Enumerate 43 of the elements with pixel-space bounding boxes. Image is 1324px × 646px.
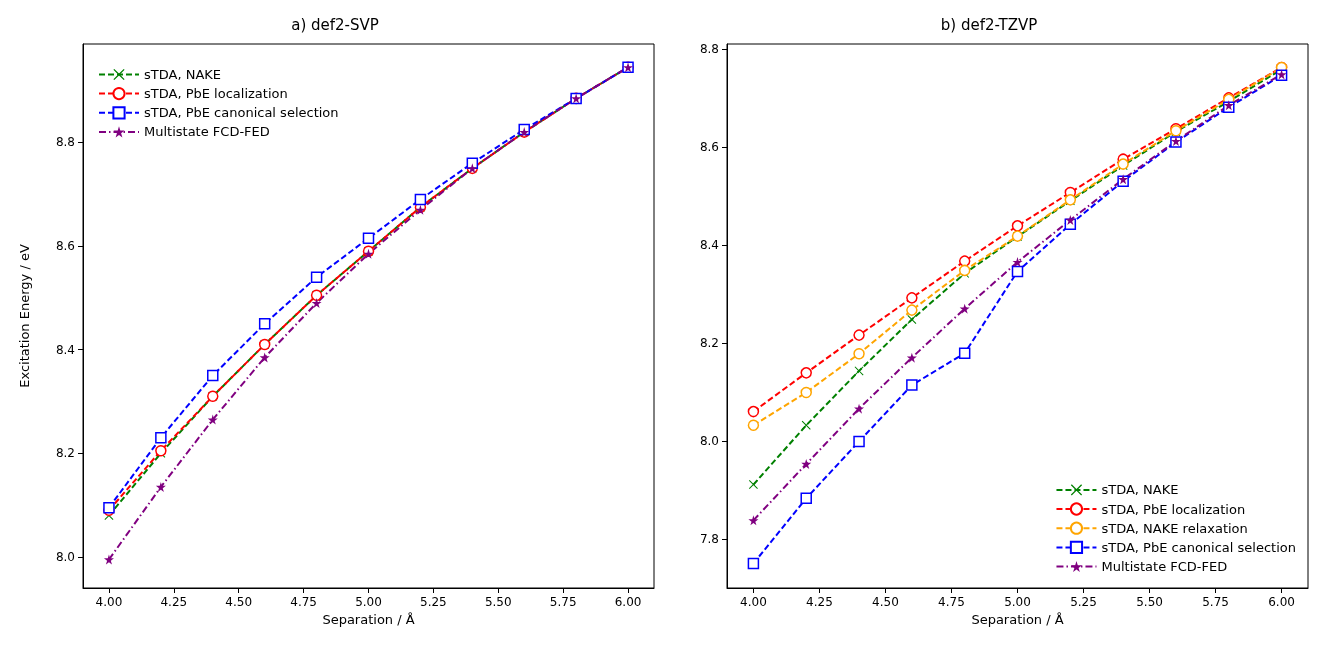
y-tick-label: 8.6 <box>699 139 719 154</box>
y-tick-label: 8.4 <box>55 342 75 357</box>
x-tick-label: 5.25 <box>420 595 447 609</box>
legend-label: sTDA, NAKE <box>1101 482 1179 498</box>
x-tick-label: 4.25 <box>160 595 188 609</box>
y-tick-label: 8.0 <box>699 433 719 448</box>
y-tick-label: 7.8 <box>699 531 719 546</box>
legend-label: sTDA, NAKE relaxation <box>1101 520 1248 536</box>
legend-label: sTDA, PbE canonical selection <box>1101 539 1297 555</box>
x-tick-label: 5.50 <box>484 595 512 609</box>
y-tick-label: 8.2 <box>699 335 719 350</box>
x-tick-label: 4.00 <box>740 595 767 609</box>
x-tick-label: 5.25 <box>1070 595 1097 609</box>
x-tick-label: 5.75 <box>1202 595 1229 609</box>
y-tick-label: 8.8 <box>699 41 719 56</box>
x-tick-label: 6.00 <box>1268 595 1295 609</box>
chart-title: b) def2-TZVP <box>940 15 1038 34</box>
x-tick-label: 5.50 <box>1136 595 1163 609</box>
x-tick-label: 4.00 <box>95 595 123 609</box>
legend-label: sTDA, PbE localization <box>1101 501 1246 517</box>
x-tick-label: 6.00 <box>614 595 642 609</box>
x-tick-label: 4.25 <box>806 595 833 609</box>
x-axis-title: Separation / Å <box>971 611 1064 627</box>
y-tick-label: 8.6 <box>55 239 75 254</box>
x-tick-label: 5.00 <box>355 595 382 609</box>
legend-label: sTDA, PbE canonical selection <box>144 105 339 121</box>
x-tick-label: 5.00 <box>1004 595 1031 609</box>
legend-label: sTDA, NAKE <box>144 67 222 82</box>
x-tick-label: 4.75 <box>290 595 317 609</box>
y-tick-label: 8.4 <box>699 237 719 252</box>
y-tick-label: 8.8 <box>55 135 75 150</box>
x-tick-label: 5.75 <box>549 595 577 609</box>
legend-label: Multistate FCD-FED <box>1101 559 1228 574</box>
x-tick-label: 4.50 <box>872 595 899 609</box>
x-tick-label: 4.75 <box>938 595 965 609</box>
y-tick-label: 8.0 <box>55 549 75 564</box>
x-tick-label: 4.50 <box>225 595 253 609</box>
legend-label: Multistate FCD-FED <box>144 124 270 140</box>
chart-title: a) def2-SVP <box>291 15 379 34</box>
legend-label: sTDA, PbE localization <box>144 86 288 102</box>
y-tick-label: 8.2 <box>55 446 75 461</box>
y-axis-title: Excitation Energy / eV <box>17 244 32 388</box>
x-axis-title: Separation / Å <box>322 611 415 627</box>
